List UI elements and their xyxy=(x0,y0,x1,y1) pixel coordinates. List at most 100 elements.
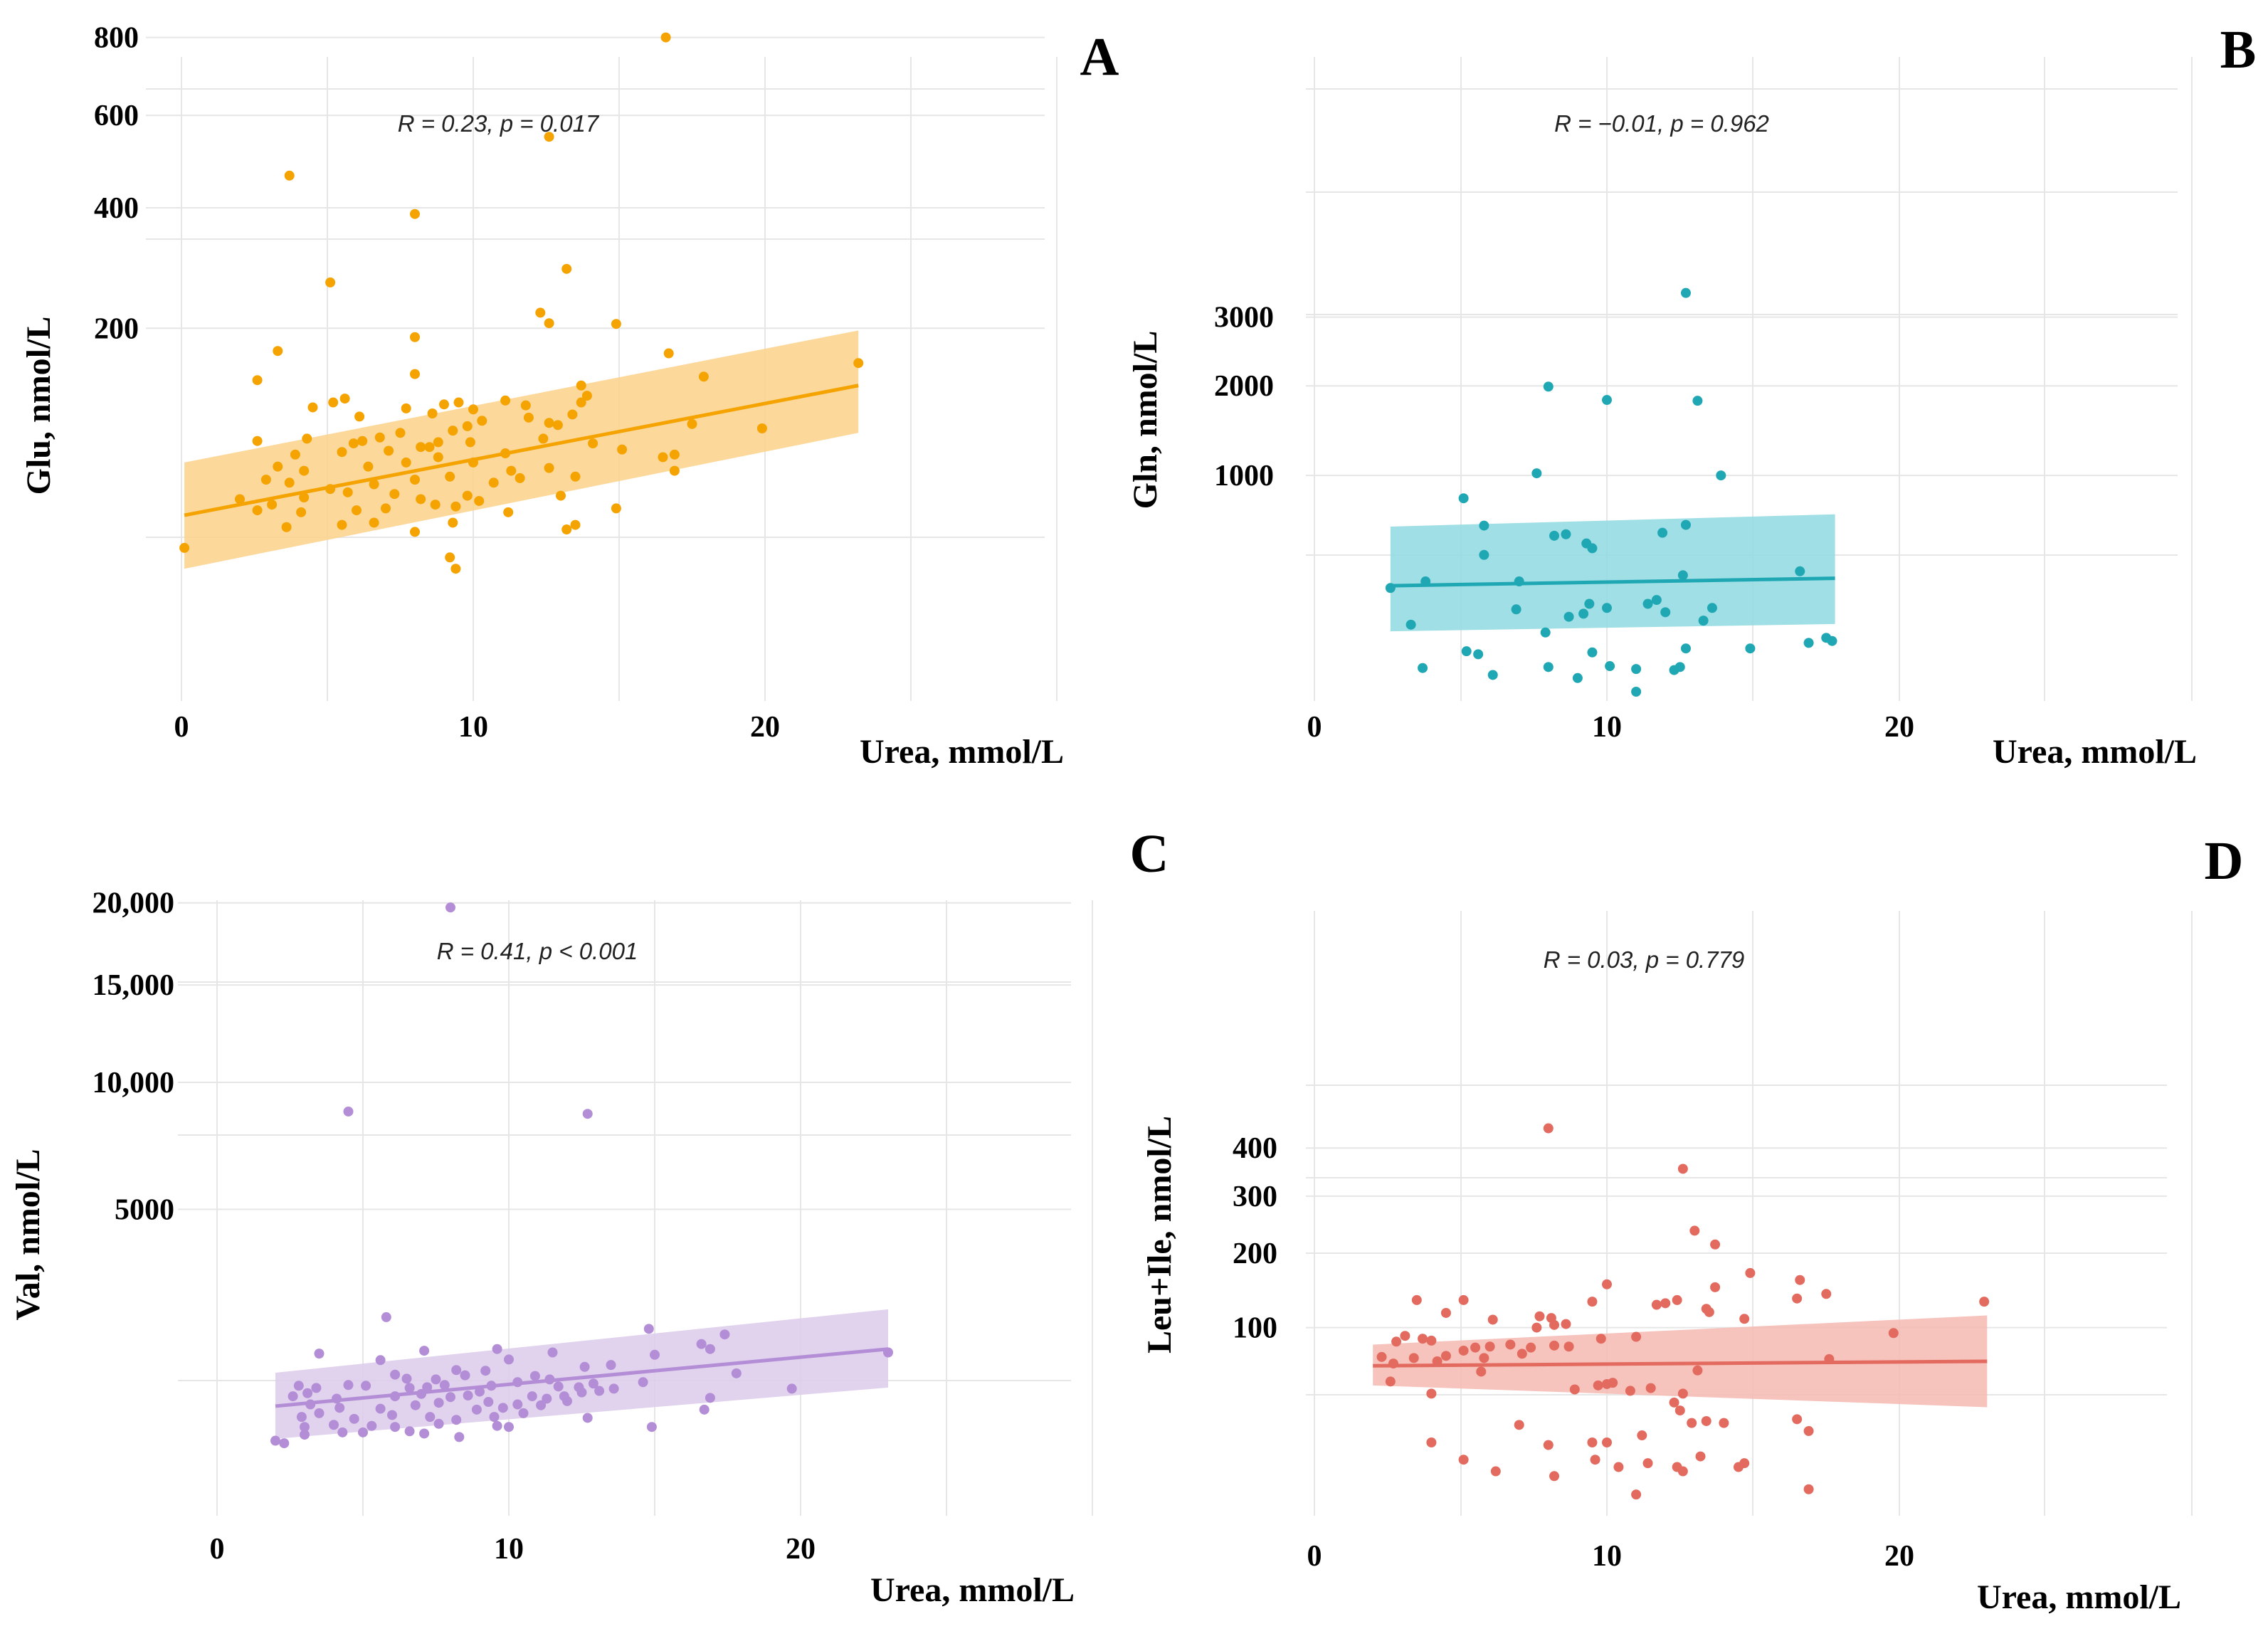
data-point xyxy=(1680,287,1691,298)
data-point xyxy=(698,371,709,382)
data-point xyxy=(361,1381,371,1391)
data-point xyxy=(544,1374,555,1385)
data-point xyxy=(462,490,473,501)
data-point xyxy=(663,348,674,359)
data-point xyxy=(1540,627,1551,638)
x-tick-label: 0 xyxy=(1307,711,1322,744)
data-point xyxy=(273,346,283,357)
data-point xyxy=(1458,1455,1469,1465)
y-tick-label: 400 xyxy=(1233,1132,1277,1165)
data-point xyxy=(302,1388,313,1398)
data-point xyxy=(1405,619,1416,630)
correlation-annotation: R = 0.41, p < 0.001 xyxy=(437,938,638,964)
data-point xyxy=(401,403,411,413)
data-point xyxy=(1461,646,1472,657)
data-point xyxy=(332,1393,342,1404)
data-point xyxy=(1795,566,1805,576)
y-axis-label: Glu, nmol/L xyxy=(20,317,58,495)
data-point xyxy=(448,517,458,528)
data-point xyxy=(1543,1440,1554,1450)
data-point xyxy=(1674,662,1685,672)
data-point xyxy=(515,473,525,483)
data-point xyxy=(348,438,359,449)
data-point xyxy=(1418,663,1428,673)
data-point xyxy=(281,522,292,532)
data-point xyxy=(646,1422,657,1432)
data-point xyxy=(1642,1458,1653,1469)
data-point xyxy=(561,263,572,274)
y-tick-label: 200 xyxy=(1233,1238,1277,1270)
data-point xyxy=(1613,1462,1624,1472)
y-tick-label: 800 xyxy=(94,22,139,55)
x-tick-label: 0 xyxy=(174,711,189,744)
data-point xyxy=(1824,1354,1835,1364)
data-point xyxy=(492,1420,502,1431)
data-point xyxy=(474,495,485,506)
data-point xyxy=(1476,1366,1487,1377)
data-point xyxy=(1593,1380,1603,1391)
data-point xyxy=(252,505,263,516)
data-point xyxy=(1572,672,1583,683)
data-point xyxy=(570,471,581,482)
data-point xyxy=(342,487,353,497)
data-point xyxy=(1680,519,1691,530)
y-tick-label: 100 xyxy=(1233,1312,1277,1345)
data-point xyxy=(489,1412,500,1423)
regression-line xyxy=(1390,576,1835,588)
data-point xyxy=(480,1366,491,1376)
data-point xyxy=(556,490,566,501)
data-point xyxy=(570,519,581,530)
data-point xyxy=(475,1386,485,1397)
data-point xyxy=(1526,1342,1536,1353)
data-point xyxy=(611,319,621,329)
data-point xyxy=(290,449,300,460)
data-point xyxy=(643,1324,654,1334)
data-point xyxy=(267,500,278,510)
data-point xyxy=(273,461,283,472)
data-point xyxy=(430,500,441,510)
data-point xyxy=(544,463,554,473)
x-tick-label: 10 xyxy=(1592,711,1622,744)
data-point xyxy=(284,477,295,488)
data-point xyxy=(419,1428,430,1439)
data-point xyxy=(325,484,336,495)
data-point xyxy=(1479,520,1489,531)
data-point xyxy=(1511,604,1521,615)
data-point xyxy=(523,412,534,423)
data-point xyxy=(1674,1405,1685,1416)
data-point xyxy=(305,1399,316,1410)
data-point xyxy=(544,418,554,428)
data-point xyxy=(296,1412,307,1423)
x-tick-label: 10 xyxy=(494,1533,524,1566)
data-point xyxy=(390,1369,401,1380)
data-point xyxy=(1587,1297,1598,1307)
data-point xyxy=(1745,1267,1756,1278)
data-point xyxy=(424,442,435,453)
data-point xyxy=(483,1397,494,1408)
data-point xyxy=(468,404,478,415)
data-point xyxy=(252,375,263,386)
data-point xyxy=(1692,396,1703,406)
data-point xyxy=(439,1380,450,1391)
data-point xyxy=(581,391,592,401)
data-point xyxy=(358,1427,368,1437)
data-point xyxy=(497,1403,508,1413)
data-point xyxy=(235,494,245,505)
data-point xyxy=(337,447,347,458)
data-point xyxy=(427,408,438,418)
data-point xyxy=(1426,1335,1437,1346)
data-point xyxy=(293,1381,304,1391)
data-point xyxy=(431,1374,441,1385)
panel-d: 0 10 20 100 200 300 400 Urea, mmol/L Leu+Ile, nm… xyxy=(1141,831,2243,1616)
data-point xyxy=(1531,1322,1542,1333)
data-point xyxy=(567,409,578,420)
correlation-p: p < 0.001 xyxy=(539,938,638,964)
data-point xyxy=(1479,549,1489,560)
data-point xyxy=(1739,1314,1750,1324)
data-point xyxy=(451,1365,462,1376)
data-point xyxy=(381,1312,391,1322)
data-point xyxy=(1660,1298,1671,1309)
y-tick-label: 10,000 xyxy=(93,1067,175,1099)
data-point xyxy=(366,1420,377,1431)
data-point xyxy=(352,505,362,516)
